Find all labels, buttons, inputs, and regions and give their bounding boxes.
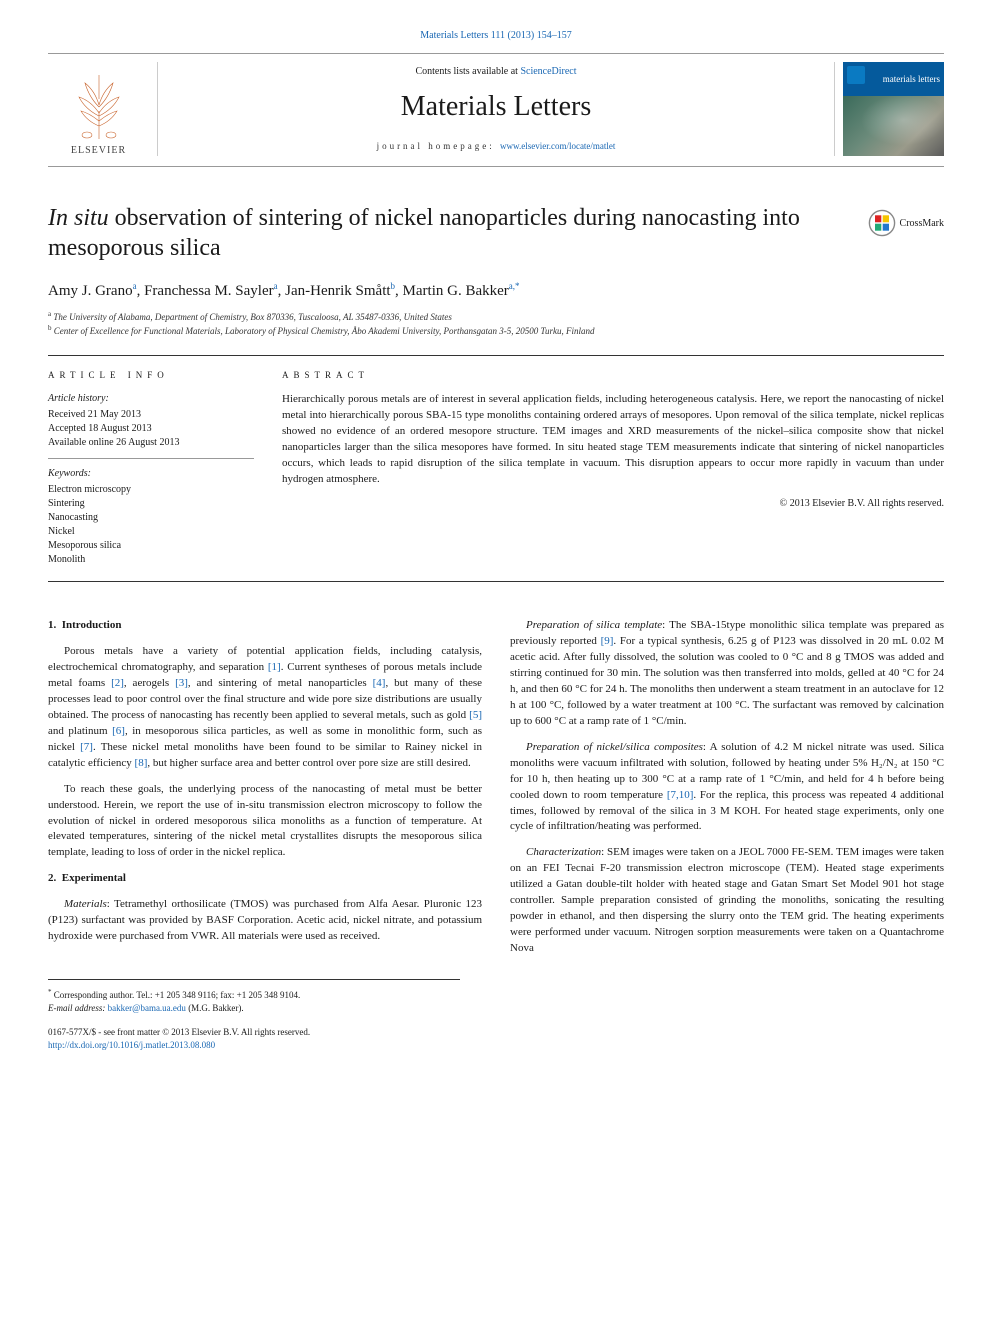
journal-banner: ELSEVIER Contents lists available at Sci… (48, 53, 944, 167)
ref-5[interactable]: [5] (469, 709, 482, 721)
keyword: Sintering (48, 497, 254, 511)
banner-center: Contents lists available at ScienceDirec… (158, 62, 834, 156)
ref-6[interactable]: [6] (112, 725, 125, 737)
info-abstract-box: ARTICLE INFO Article history: Received 2… (48, 355, 944, 582)
abstract-label: ABSTRACT (282, 370, 944, 380)
contents-line: Contents lists available at ScienceDirec… (170, 66, 822, 77)
publisher-box: ELSEVIER (48, 62, 158, 156)
author-list: Amy J. Granoa, Franchessa M. Saylera, Ja… (48, 281, 944, 300)
cover-thumb: materials letters (834, 62, 944, 156)
elsevier-logo-icon (69, 71, 129, 141)
abstract-col: ABSTRACT Hierarchically porous metals ar… (268, 356, 944, 581)
corresponding-author-note: * Corresponding author. Tel.: +1 205 348… (48, 988, 460, 1002)
runin-template: Preparation of silica template (526, 619, 662, 631)
body-text: 1. Introduction Porous metals have a var… (48, 618, 944, 961)
keyword: Electron microscopy (48, 483, 254, 497)
keyword: Monolith (48, 553, 254, 567)
crossmark-badge[interactable]: CrossMark (868, 209, 944, 237)
keywords-block: Keywords: Electron microscopy Sintering … (48, 467, 254, 567)
cover-photo (843, 96, 944, 156)
ref-3[interactable]: [3] (175, 677, 188, 689)
history-accepted: Accepted 18 August 2013 (48, 422, 254, 436)
cover-title-strip: materials letters (843, 62, 944, 96)
keywords-hdr: Keywords: (48, 467, 254, 481)
runin-materials: Materials (64, 898, 107, 910)
history-online: Available online 26 August 2013 (48, 436, 254, 450)
ref-1[interactable]: [1] (268, 661, 281, 673)
runin-composites: Preparation of nickel/silica composites (526, 741, 703, 753)
article-info-label: ARTICLE INFO (48, 370, 254, 380)
article-title: In situ observation of sintering of nick… (48, 203, 852, 263)
corr-marker: * (515, 281, 520, 291)
runin-characterization: Characterization (526, 846, 601, 858)
ref-7-10[interactable]: [7,10] (667, 789, 694, 801)
history-hdr: Article history: (48, 392, 254, 406)
para-2: To reach these goals, the underlying pro… (48, 782, 482, 862)
journal-title: Materials Letters (170, 91, 822, 123)
title-row: In situ observation of sintering of nick… (48, 203, 944, 263)
ref-9[interactable]: [9] (601, 635, 614, 647)
para-6: Characterization: SEM images were taken … (510, 845, 944, 957)
keyword: Nanocasting (48, 511, 254, 525)
para-4: Preparation of silica template: The SBA-… (510, 618, 944, 730)
para-3: Materials: Tetramethyl orthosilicate (TM… (48, 897, 482, 945)
affiliations: a The University of Alabama, Department … (48, 310, 944, 337)
homepage-line: journal homepage: www.elsevier.com/locat… (170, 141, 822, 151)
para-1: Porous metals have a variety of potentia… (48, 644, 482, 772)
sciencedirect-link[interactable]: ScienceDirect (520, 66, 576, 77)
page: Materials Letters 111 (2013) 154–157 (0, 0, 992, 1081)
affiliation-b: b Center of Excellence for Functional Ma… (48, 324, 944, 338)
crossmark-icon (868, 209, 896, 237)
crossmark-label: CrossMark (900, 218, 944, 229)
author-4: Martin G. Bakkera,* (403, 283, 520, 299)
front-matter-line: 0167-577X/$ - see front matter © 2013 El… (48, 1026, 944, 1039)
section-1-heading: 1. Introduction (48, 618, 482, 634)
ref-7[interactable]: [7] (80, 741, 93, 753)
title-italic-prefix: In situ (48, 205, 109, 231)
ref-8[interactable]: [8] (135, 757, 148, 769)
cover-label: materials letters (883, 74, 940, 84)
homepage-link[interactable]: www.elsevier.com/locate/matlet (500, 141, 615, 151)
cover-flag-icon (847, 66, 865, 84)
footnotes: * Corresponding author. Tel.: +1 205 348… (48, 979, 460, 1014)
author-1: Amy J. Granoa (48, 283, 137, 299)
keyword: Nickel (48, 525, 254, 539)
running-head-link[interactable]: Materials Letters 111 (2013) 154–157 (420, 30, 571, 41)
page-footer: 0167-577X/$ - see front matter © 2013 El… (48, 1026, 944, 1051)
author-2: Franchessa M. Saylera (144, 283, 278, 299)
corresponding-email: E-mail address: bakker@bama.ua.edu (M.G.… (48, 1002, 460, 1015)
ref-2[interactable]: [2] (111, 677, 124, 689)
title-rest: observation of sintering of nickel nanop… (48, 205, 800, 261)
history-block: Article history: Received 21 May 2013 Ac… (48, 392, 254, 459)
affiliation-a: a The University of Alabama, Department … (48, 310, 944, 324)
author-3: Jan-Henrik Småttb (285, 283, 395, 299)
keyword: Mesoporous silica (48, 539, 254, 553)
doi-link[interactable]: http://dx.doi.org/10.1016/j.matlet.2013.… (48, 1040, 215, 1050)
homepage-label: journal homepage: (377, 141, 500, 151)
email-link[interactable]: bakker@bama.ua.edu (108, 1003, 186, 1013)
history-received: Received 21 May 2013 (48, 408, 254, 422)
publisher-label: ELSEVIER (71, 145, 126, 156)
running-head: Materials Letters 111 (2013) 154–157 (48, 30, 944, 41)
article-info-col: ARTICLE INFO Article history: Received 2… (48, 356, 268, 581)
contents-prefix: Contents lists available at (415, 66, 520, 77)
abstract-text: Hierarchically porous metals are of inte… (282, 392, 944, 488)
abstract-copyright: © 2013 Elsevier B.V. All rights reserved… (282, 498, 944, 509)
section-2-heading: 2. Experimental (48, 871, 482, 887)
para-5: Preparation of nickel/silica composites:… (510, 740, 944, 836)
ref-4[interactable]: [4] (373, 677, 386, 689)
